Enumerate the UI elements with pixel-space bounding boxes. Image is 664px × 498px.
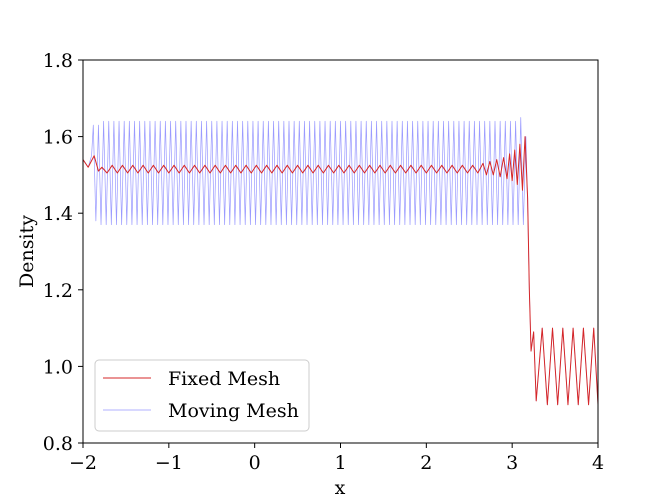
y-tick-label: 1.2 — [43, 280, 73, 302]
x-tick-label: 4 — [592, 452, 604, 474]
y-axis-title: Density — [16, 215, 38, 288]
series-line-fixed-mesh — [82, 136, 599, 406]
legend-label-fixed-mesh: Fixed Mesh — [168, 368, 280, 390]
y-tick-label: 0.8 — [43, 433, 73, 455]
legend-label-moving-mesh: Moving Mesh — [168, 400, 299, 422]
x-tick-label: −2 — [69, 452, 97, 474]
series-line-moving-mesh — [82, 117, 599, 406]
y-tick-label: 1.6 — [43, 127, 73, 149]
legend: Fixed Mesh Moving Mesh — [94, 359, 310, 432]
x-tick-label: −1 — [155, 452, 183, 474]
x-tick-label: 1 — [334, 452, 346, 474]
x-tick-label: 0 — [249, 452, 261, 474]
x-tick-label: 2 — [420, 452, 432, 474]
x-axis-title: x — [335, 477, 346, 498]
y-tick-label: 1.0 — [43, 356, 73, 378]
ticks-layer: −2 −1 0 1 2 3 4 0.8 1.0 1.2 1.4 1.6 1.8 — [43, 50, 604, 474]
x-tick-label: 3 — [506, 452, 518, 474]
series-layer — [82, 117, 599, 406]
y-tick-label: 1.4 — [43, 203, 73, 225]
y-tick-label: 1.8 — [43, 50, 73, 72]
